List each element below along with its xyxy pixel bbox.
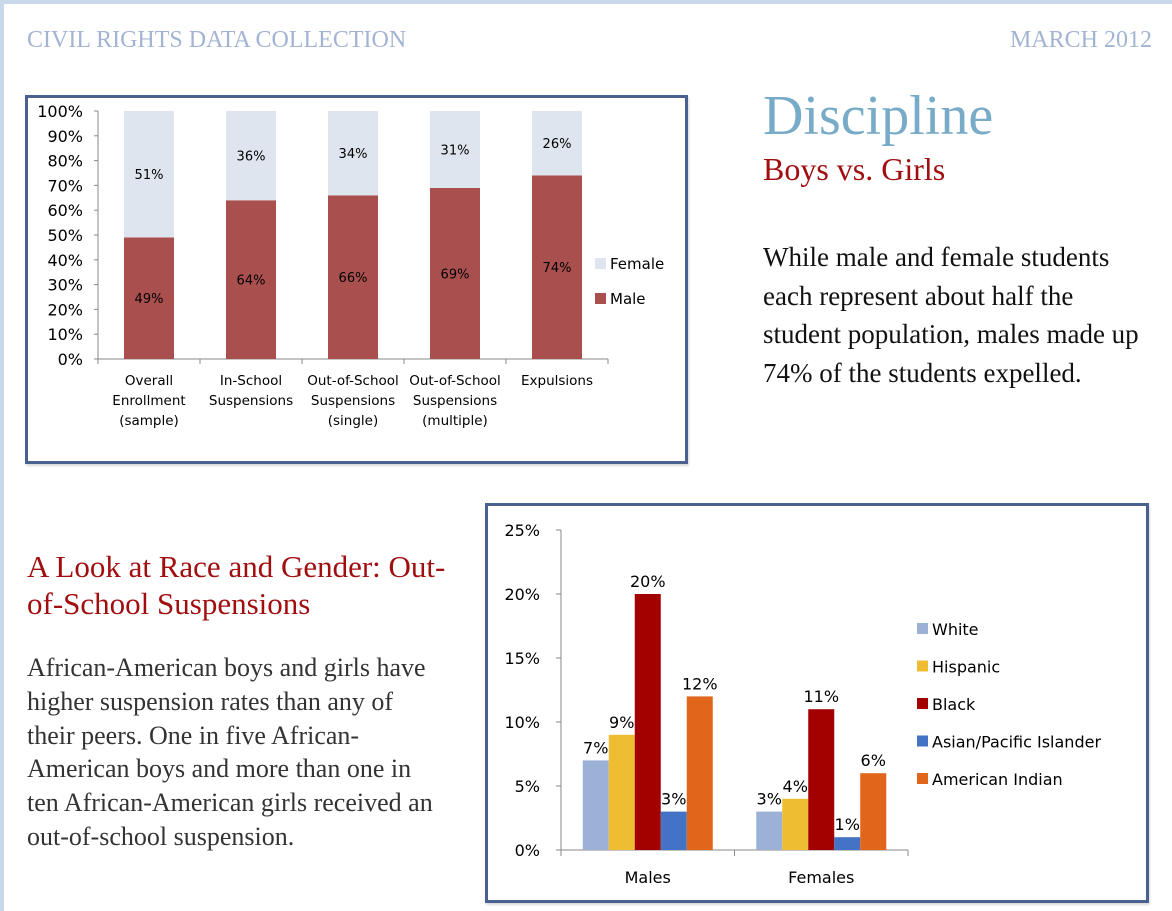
y-tick-label: 25% xyxy=(504,521,540,540)
y-tick-label: 50% xyxy=(47,226,83,245)
bar-value-label: 6% xyxy=(861,751,886,770)
legend-label-male: Male xyxy=(610,290,646,308)
bar-female xyxy=(532,111,582,176)
gender-discipline-chart-svg: 0% 10% 20% 30% 40% 50% 60% 70% 80% 90% 100% 49% 51% O… xyxy=(37,102,664,429)
bar-black xyxy=(808,709,835,850)
bar-label-male: 64% xyxy=(237,274,266,289)
legend-label-black: Black xyxy=(932,695,976,714)
legend-swatch-black xyxy=(917,698,928,709)
section-title: Discipline xyxy=(763,85,994,147)
bar-male xyxy=(430,187,480,359)
x-category-label: Out-of-School xyxy=(409,373,501,389)
bar-label-male: 69% xyxy=(441,267,470,282)
bar-label-female: 31% xyxy=(441,143,470,158)
y-tick-label: 40% xyxy=(47,251,83,270)
bar-value-label: 20% xyxy=(630,572,666,591)
section-body: While male and female students each repr… xyxy=(763,242,1139,388)
bar-label-female: 34% xyxy=(339,147,368,162)
x-category-label: Enrollment xyxy=(112,393,185,409)
y-tick-label: 0% xyxy=(515,841,540,860)
legend-swatch-american-indian xyxy=(917,773,928,784)
bar-value-label: 7% xyxy=(583,738,608,757)
bar-value-label: 1% xyxy=(835,815,860,834)
y-tick-label: 100% xyxy=(37,102,83,121)
legend-swatch-white xyxy=(917,623,928,634)
x-category-label: Males xyxy=(625,868,671,887)
bar-hispanic xyxy=(782,798,809,850)
gender-discipline-chart: 0% 10% 20% 30% 40% 50% 60% 70% 80% 90% 100% 49% 51% O… xyxy=(25,95,688,464)
y-tick-label: 80% xyxy=(47,152,83,171)
bar-label-female: 26% xyxy=(543,137,572,152)
bar-asian xyxy=(660,811,687,850)
bar-female xyxy=(430,111,480,188)
legend-label-white: White xyxy=(932,620,979,639)
bar-male xyxy=(124,237,174,359)
y-tick-label: 5% xyxy=(515,777,540,796)
section-subtitle: Boys vs. Girls xyxy=(763,151,946,187)
legend-swatch-hispanic xyxy=(917,660,928,672)
bar-male xyxy=(532,175,582,359)
bar-value-label: 3% xyxy=(757,790,782,809)
legend-swatch-female xyxy=(595,258,606,269)
bar-label-female: 36% xyxy=(237,150,266,165)
bar-value-label: 4% xyxy=(783,777,808,796)
race-gender-chart-svg: 0%5%10%15%20%25%7%9%20%3%12%Males3%4%11%… xyxy=(504,521,1101,887)
y-tick-label: 0% xyxy=(58,350,83,369)
x-category-label: (sample) xyxy=(119,413,179,429)
y-tick-label: 20% xyxy=(47,300,83,319)
bar-label-male: 74% xyxy=(543,261,572,276)
bar-american-indian xyxy=(860,773,887,850)
x-category-label: Females xyxy=(788,868,854,887)
y-tick-label: 10% xyxy=(504,713,540,732)
x-category-label: In-School xyxy=(220,373,282,389)
legend-label-asian: Asian/Pacific Islander xyxy=(932,733,1101,752)
bar-value-label: 11% xyxy=(803,687,839,706)
legend-label-female: Female xyxy=(610,255,664,273)
bar-hispanic xyxy=(608,734,635,850)
y-tick-label: 15% xyxy=(504,649,540,668)
legend-label-american-indian: American Indian xyxy=(932,770,1063,789)
bar-asian xyxy=(834,837,861,850)
bar-female xyxy=(124,111,174,238)
x-category-label: (multiple) xyxy=(422,413,488,429)
bar-white xyxy=(582,760,609,850)
race-gender-chart: 0% 5% 10% 15% 20% 25% 7% 9% 20% 3% 12% Males 3% 4% 11%… xyxy=(485,503,1149,903)
bar-value-label: 12% xyxy=(682,674,718,693)
y-tick-label: 70% xyxy=(47,176,83,195)
bar-label-male: 49% xyxy=(135,292,164,307)
bar-label-male: 66% xyxy=(339,271,368,286)
x-category-label: Out-of-School xyxy=(307,373,399,389)
race-gender-body: African-American boys and girls have hig… xyxy=(27,653,433,851)
bar-value-label: 3% xyxy=(661,790,686,809)
x-category-label: Overall xyxy=(125,373,173,389)
x-category-label: Suspensions xyxy=(209,393,293,409)
bar-white xyxy=(756,811,783,850)
y-tick-label: 60% xyxy=(47,201,83,220)
y-tick-label: 10% xyxy=(47,325,83,344)
race-gender-title: A Look at Race and Gender: Out-of-School… xyxy=(27,549,446,621)
bar-female xyxy=(328,111,378,196)
y-tick-label: 20% xyxy=(504,585,540,604)
bar-value-label: 9% xyxy=(609,713,634,732)
publication-title: CIVIL RIGHTS DATA COLLECTION xyxy=(27,27,407,53)
x-category-label: (single) xyxy=(328,413,379,429)
x-category-label: Suspensions xyxy=(413,393,497,409)
bar-label-female: 51% xyxy=(135,168,164,183)
bar-black xyxy=(634,594,661,850)
legend-label-hispanic: Hispanic xyxy=(932,658,1000,677)
x-category-label: Suspensions xyxy=(311,393,395,409)
legend-swatch-male xyxy=(595,293,606,304)
legend-swatch-asian xyxy=(917,735,928,747)
bar-male xyxy=(226,200,276,359)
bar-male xyxy=(328,195,378,359)
bar-american-indian xyxy=(686,696,713,850)
y-tick-label: 90% xyxy=(47,127,83,146)
publication-date: MARCH 2012 xyxy=(1009,27,1152,53)
bar-female xyxy=(226,111,276,201)
y-tick-label: 30% xyxy=(47,276,83,295)
x-category-label: Expulsions xyxy=(521,373,593,389)
